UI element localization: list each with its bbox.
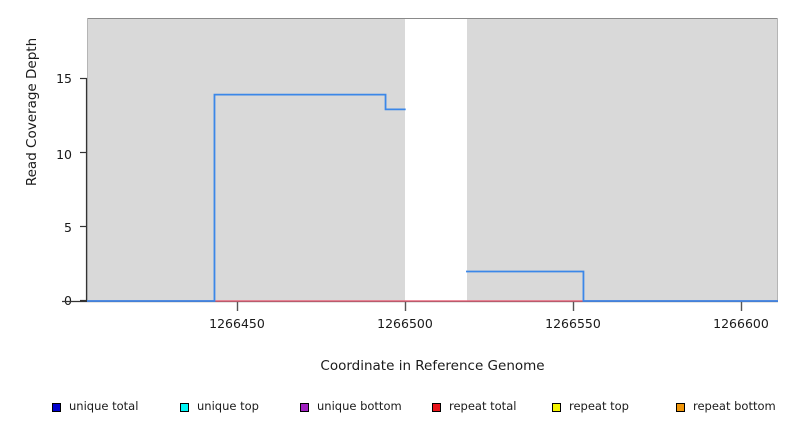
legend-item-repeat-top[interactable]: repeat top	[552, 398, 629, 416]
y-tick-label-0: 0	[64, 293, 72, 308]
legend-swatch-repeat-total	[432, 402, 441, 412]
legend-label-repeat-top: repeat top	[569, 399, 629, 414]
legend-label-unique-bottom: unique bottom	[317, 399, 402, 414]
legend-swatch-repeat-top	[552, 402, 561, 412]
legend-item-unique-top[interactable]: unique top	[180, 398, 259, 416]
x-tick-label-1266500: 1266500	[377, 316, 433, 331]
y-tick-label-10: 10	[56, 147, 72, 162]
series-line-unique-total-segment-2	[466, 270, 778, 302]
x-tick-label-1266550: 1266550	[545, 316, 601, 331]
series-line-unique-total	[87, 93, 406, 302]
legend-item-repeat-total[interactable]: repeat total	[432, 398, 516, 416]
legend-label-repeat-bottom: repeat bottom	[693, 399, 776, 414]
x-tick-label-1266450: 1266450	[209, 316, 265, 331]
legend-label-repeat-total: repeat total	[449, 399, 517, 414]
legend-item-unique-total[interactable]: unique total	[52, 398, 138, 416]
legend-item-repeat-bottom[interactable]: repeat bottom	[676, 398, 776, 416]
chart-legend: unique total unique top unique bottom re…	[0, 398, 792, 418]
legend-label-unique-total: unique total	[69, 399, 139, 414]
uncovered-gap-region	[405, 18, 467, 301]
x-tick-label-1266600: 1266600	[713, 316, 769, 331]
y-tick-label-5: 5	[64, 220, 72, 235]
legend-swatch-unique-top	[180, 402, 189, 412]
legend-label-unique-top: unique top	[197, 399, 259, 414]
legend-swatch-repeat-bottom	[676, 402, 685, 412]
legend-item-unique-bottom[interactable]: unique bottom	[300, 398, 402, 416]
legend-swatch-unique-bottom	[300, 402, 309, 412]
y-tick-label-15: 15	[56, 71, 72, 86]
legend-swatch-unique-total	[52, 402, 61, 412]
x-axis-title: Coordinate in Reference Genome	[320, 358, 545, 374]
